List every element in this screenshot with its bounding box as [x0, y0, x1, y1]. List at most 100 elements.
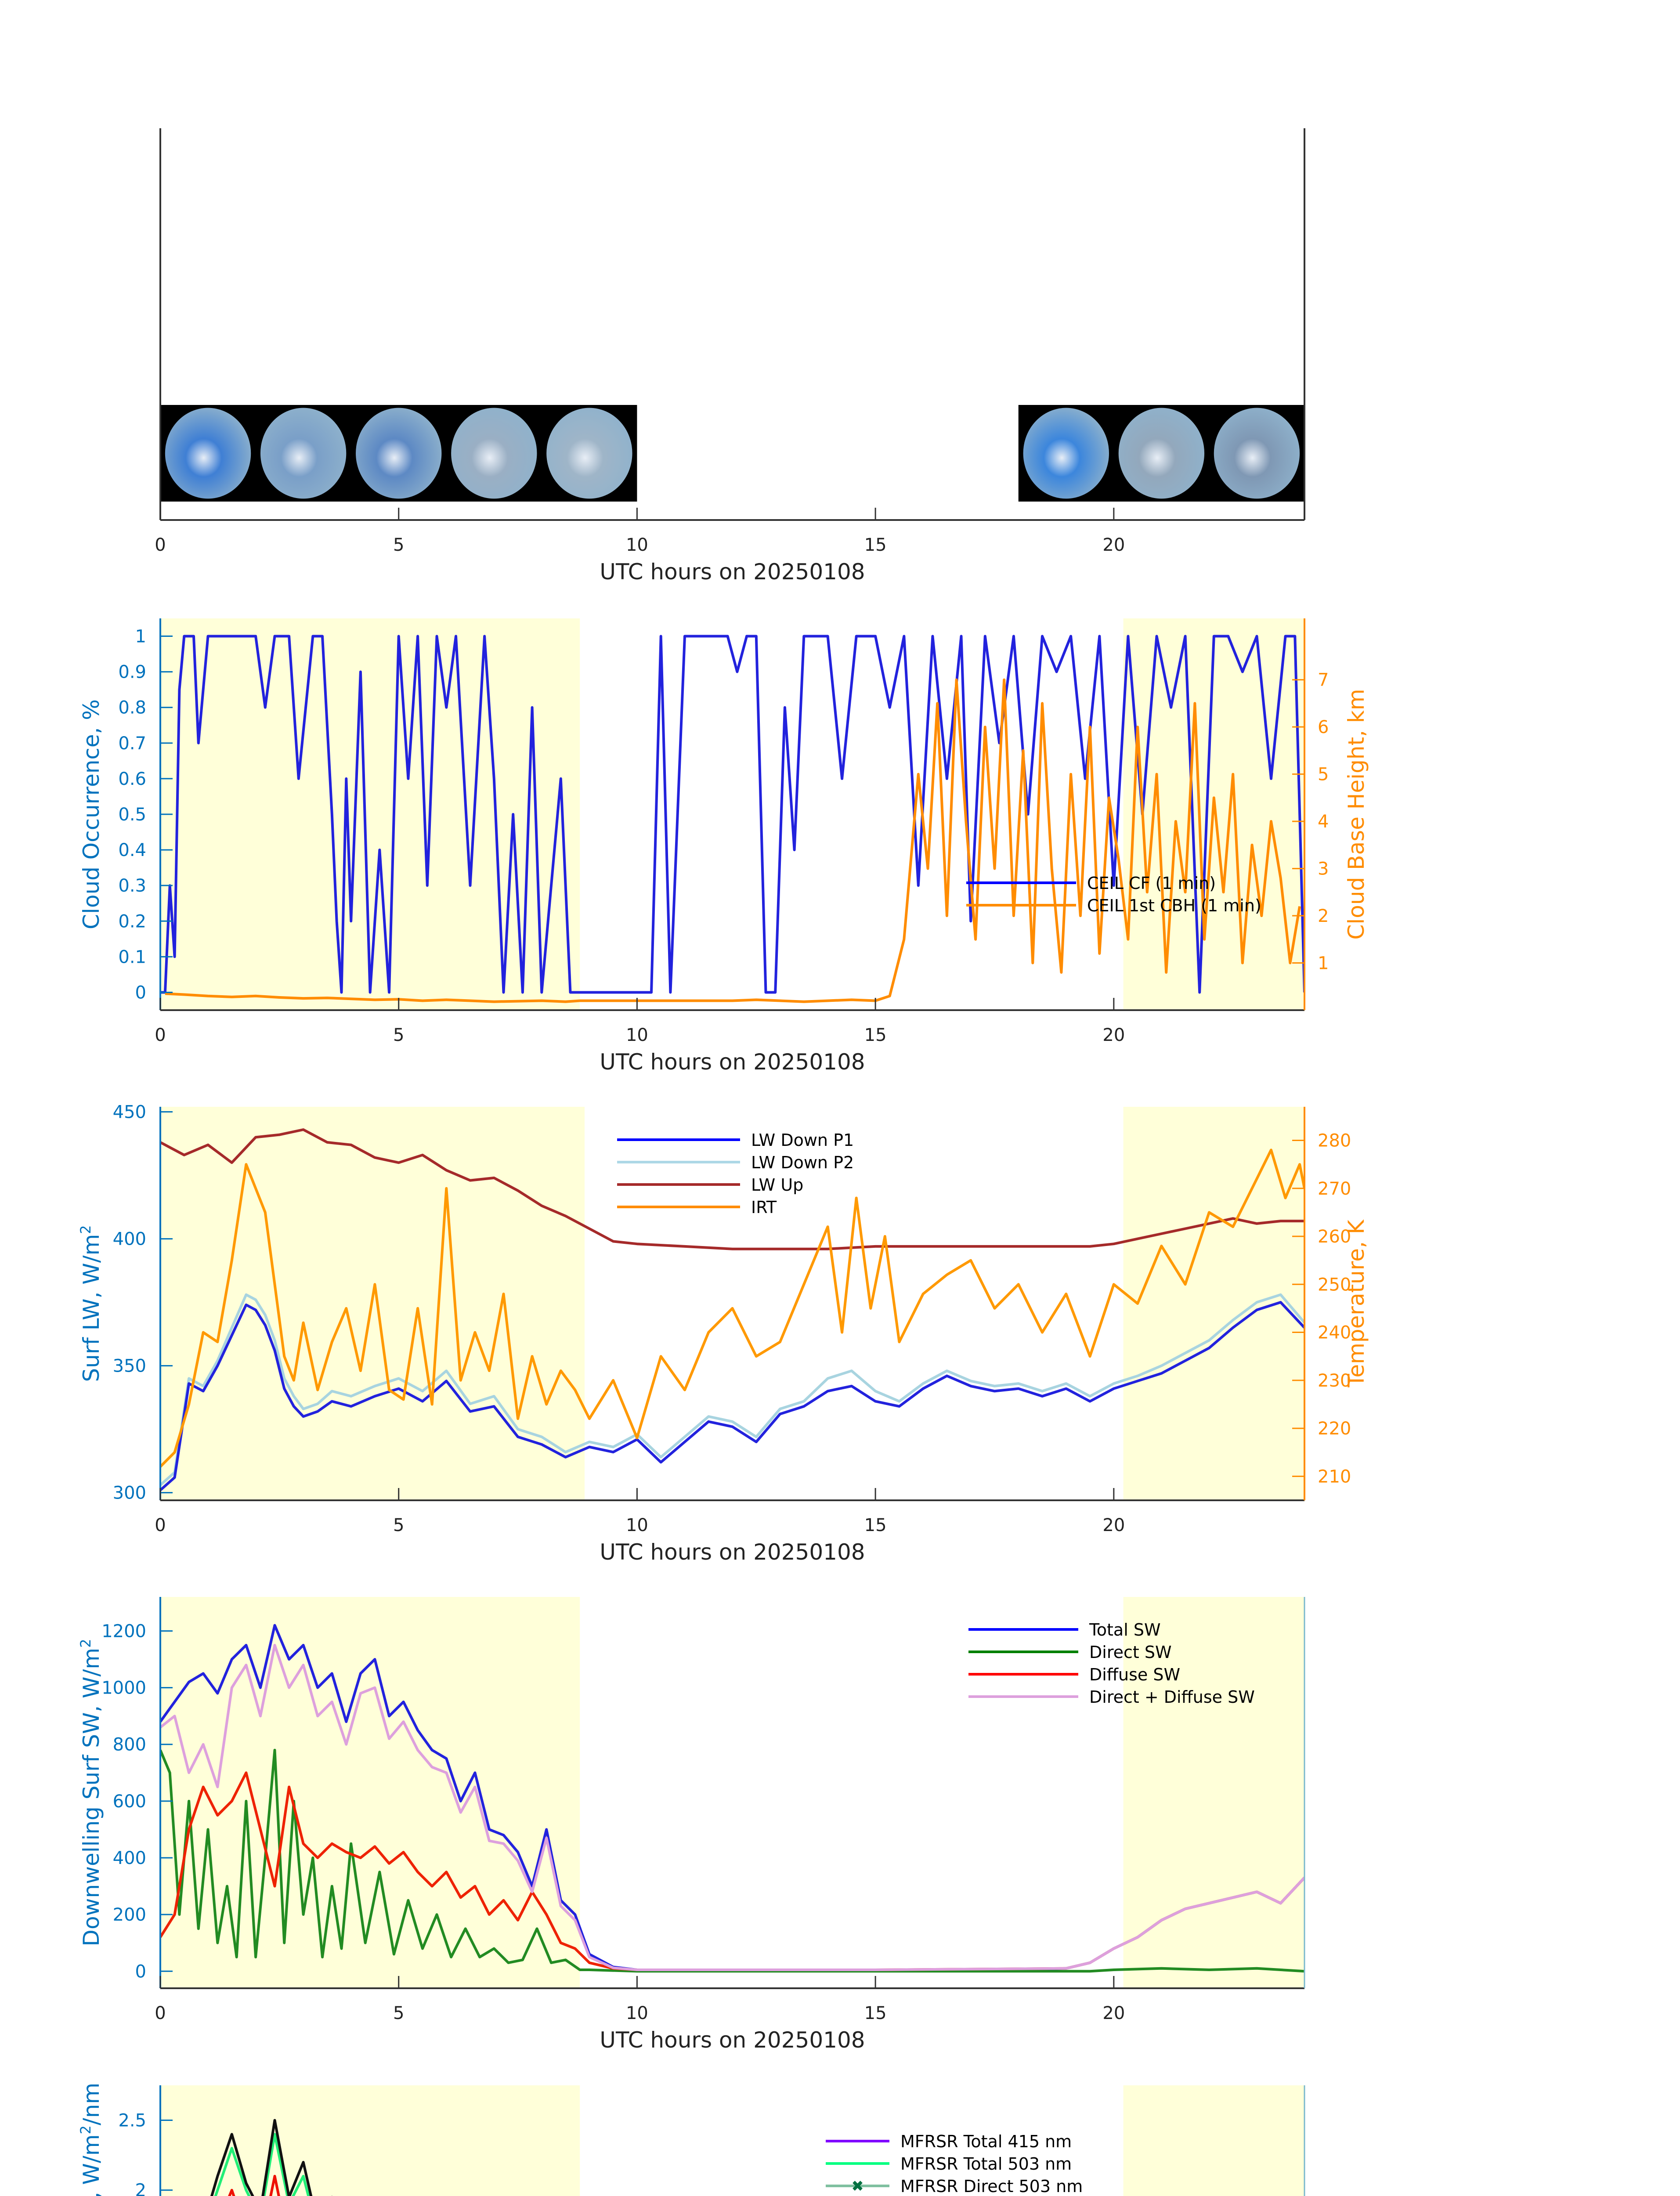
- series-line-direct-diffuse-sw: [160, 1643, 1304, 1971]
- panel-sky-images: 0 5 10 15 20 UTC hours on 20250108: [155, 128, 1305, 585]
- y2-tick-label: 2: [1318, 906, 1329, 926]
- y-tick-label: 0.2: [118, 911, 146, 932]
- y2-tick-label: 270: [1318, 1179, 1351, 1199]
- sky-image: [546, 408, 632, 499]
- y-tick-label: 0.1: [118, 947, 146, 967]
- x-tick-label: 20: [1102, 535, 1125, 555]
- y-tick-label: 200: [113, 1905, 146, 1925]
- series-line-direct-sw: [160, 1748, 1304, 1973]
- y-tick-label: 2: [135, 2181, 146, 2196]
- y-tick-label: 0.3: [118, 876, 146, 896]
- legend-label: IRT: [751, 1198, 777, 1217]
- x-tick-label: 10: [626, 2003, 648, 2023]
- y-tick-label: 0.7: [118, 733, 146, 754]
- x-tick-label: 0: [155, 535, 166, 555]
- y-tick-label: 1: [135, 627, 146, 647]
- x-tick-label: 20: [1102, 1025, 1125, 1045]
- y2-tick-label: 280: [1318, 1131, 1351, 1151]
- series-line-ceil-1st-cbh-1-min-: [165, 678, 1301, 1003]
- label-superscript: 2: [77, 2125, 94, 2134]
- y2-tick-label: 220: [1318, 1419, 1351, 1439]
- series-line-irt: [160, 1149, 1304, 1468]
- legend-label: CEIL 1st CBH (1 min): [1087, 896, 1261, 915]
- sky-image: [1023, 408, 1109, 499]
- x-axis-label: UTC hours on 20250108: [600, 1539, 865, 1565]
- y-tick-label: 0.5: [118, 805, 146, 825]
- shade-region: [1123, 2085, 1304, 2196]
- panel-cloud: 0 0.1 0.2 0.3 0.4 0.5 0.6 0.7 0.8 0.9 1 Cloud Occur…: [79, 618, 1369, 1075]
- x-axis-label: UTC hours on 20250108: [600, 1049, 865, 1075]
- y-tick-label: 0.9: [118, 662, 146, 683]
- legend-marker: ✖: [851, 2178, 864, 2195]
- y-tick-label: 800: [113, 1735, 146, 1755]
- y2-tick-label: 250: [1318, 1275, 1351, 1295]
- legend-label: MFRSR Total 503 nm: [900, 2154, 1072, 2174]
- x-tick-label: 5: [393, 1515, 404, 1535]
- y-tick-label: 0.4: [118, 840, 146, 860]
- label-part: Cloud Occurrence, %: [79, 699, 104, 929]
- y-tick-label: 400: [113, 1229, 146, 1250]
- series-group: ✖✖✖✖✖✖✖✖✖✖✖✖✖✖✖: [210, 2119, 333, 2196]
- series-group: [160, 635, 1304, 1003]
- series-line-mfrsr-direct-diffuse-503-nm: [210, 2119, 333, 2196]
- x-tick-label: 5: [393, 2003, 404, 2023]
- y2-tick-label: 4: [1318, 812, 1329, 832]
- sky-image: [1118, 408, 1205, 499]
- y-axis-label: Surf LW, W/m2: [77, 1225, 104, 1382]
- y-tick-label: 2.5: [118, 2111, 146, 2131]
- x-tick-label: 20: [1102, 2003, 1125, 2023]
- x-tick-label: 20: [1102, 1515, 1125, 1535]
- legend-label: Diffuse SW: [1089, 1665, 1180, 1684]
- sky-image: [356, 408, 442, 499]
- sky-image: [260, 408, 347, 499]
- y2-axis-label: Cloud Base Height, km: [1344, 689, 1369, 939]
- y-tick-label: 350: [113, 1356, 146, 1376]
- y-tick-label: 1200: [101, 1621, 146, 1641]
- label-part: Cloud Base Height, km: [1344, 689, 1369, 939]
- y2-tick-label: 260: [1318, 1227, 1351, 1247]
- legend: Total SW Direct SW Diffuse SW Direct + Diff…: [968, 1620, 1255, 1707]
- label-part: Downwelling Surf SW, W/m: [79, 1648, 104, 1947]
- y2-tick-label: 7: [1318, 670, 1329, 690]
- y-tick-label: 0: [135, 1961, 146, 1982]
- sky-image: [451, 408, 537, 499]
- legend-label: LW Up: [751, 1175, 803, 1195]
- shade-region: [160, 618, 580, 1010]
- y-tick-label: 0.6: [118, 769, 146, 789]
- y-tick-label: 450: [113, 1102, 146, 1123]
- sky-image: [1214, 408, 1300, 499]
- legend-label: Direct + Diffuse SW: [1089, 1687, 1255, 1707]
- x-tick-label: 10: [626, 1025, 648, 1045]
- panel-narrowband: ✖✖✖✖✖✖✖✖✖✖✖✖✖✖✖00.511.522.5Downwelling N…: [77, 2083, 1305, 2196]
- legend-label: LW Down P2: [751, 1153, 854, 1172]
- x-tick-label: 15: [864, 535, 887, 555]
- label-part: Temperature, K: [1344, 1219, 1369, 1388]
- y-tick-label: 0: [135, 982, 146, 1003]
- sky-image: [165, 408, 251, 499]
- shade-region: [1123, 1597, 1304, 1988]
- x-axis-label: UTC hours on 20250108: [600, 2027, 865, 2053]
- legend: CEIL CF (1 min) CEIL 1st CBH (1 min): [966, 874, 1261, 915]
- y2-tick-label: 210: [1318, 1466, 1351, 1487]
- y-tick-label: 600: [113, 1791, 146, 1812]
- x-tick-label: 5: [393, 1025, 404, 1045]
- series-line-lw-down-p1: [160, 1301, 1304, 1492]
- shade-region: [160, 2085, 580, 2196]
- x-tick-label: 10: [626, 1515, 648, 1535]
- y2-axis-label: Temperature, K: [1344, 1219, 1369, 1388]
- x-tick-label: 15: [864, 1515, 887, 1535]
- y-axis-label: Downwelling Narrowband, W/m2/nm: [77, 2083, 104, 2196]
- legend-label: Total SW: [1089, 1620, 1161, 1640]
- label-part: Surf LW, W/m: [79, 1234, 104, 1382]
- legend: MFRSR Total 415 nm MFRSR Total 503 nm ✖ MFR…: [826, 2132, 1083, 2196]
- x-tick-label: 15: [864, 2003, 887, 2023]
- y-tick-label: 400: [113, 1848, 146, 1868]
- x-axis-label: UTC hours on 20250108: [600, 559, 865, 585]
- series-line-lw-up: [160, 1128, 1304, 1250]
- legend-label: MFRSR Direct 503 nm: [900, 2177, 1083, 2196]
- y2-tick-label: 3: [1318, 859, 1329, 879]
- y2-tick-label: 1: [1318, 954, 1329, 974]
- y2-tick-label: 240: [1318, 1323, 1351, 1343]
